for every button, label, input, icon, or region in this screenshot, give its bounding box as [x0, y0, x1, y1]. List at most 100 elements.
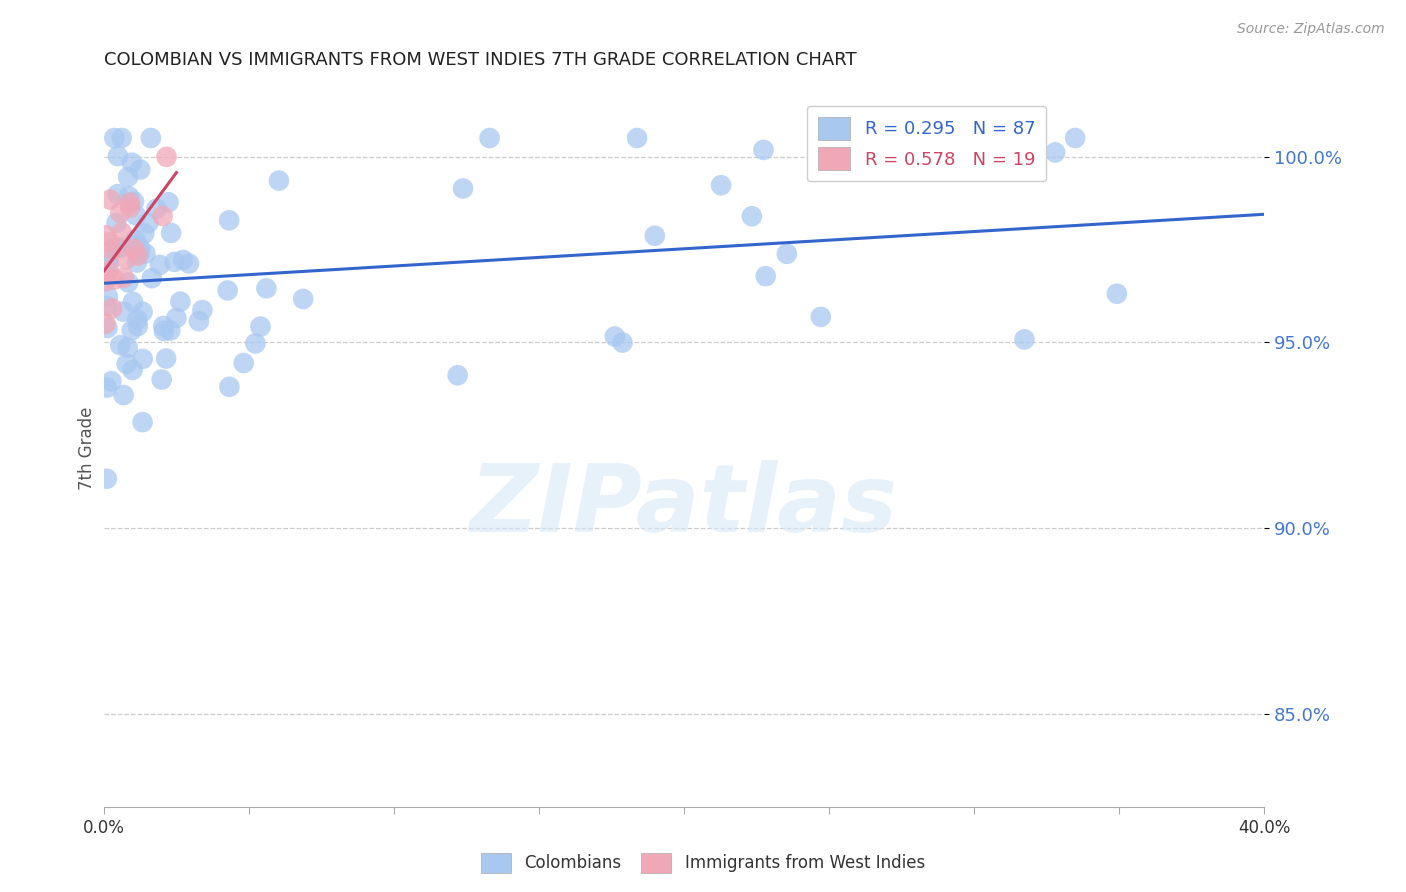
Point — [755, 269, 778, 284]
Point — [187, 314, 209, 328]
Point — [129, 162, 152, 177]
Point — [121, 363, 143, 377]
Point — [94, 317, 117, 331]
Point — [157, 195, 180, 210]
Point — [741, 209, 763, 223]
Point — [112, 388, 135, 402]
Point — [1105, 286, 1128, 301]
Y-axis label: 7th Grade: 7th Grade — [79, 407, 96, 490]
Point — [152, 318, 174, 333]
Point — [118, 189, 141, 203]
Point — [292, 292, 315, 306]
Point — [752, 143, 775, 157]
Point — [117, 276, 139, 290]
Point — [98, 256, 121, 270]
Point — [136, 216, 159, 230]
Point — [254, 281, 277, 295]
Point — [105, 216, 128, 230]
Point — [603, 329, 626, 343]
Point — [245, 336, 267, 351]
Point — [98, 235, 121, 249]
Point — [149, 258, 172, 272]
Point — [134, 246, 156, 260]
Point — [810, 310, 832, 324]
Point — [112, 304, 135, 318]
Text: COLOMBIAN VS IMMIGRANTS FROM WEST INDIES 7TH GRADE CORRELATION CHART: COLOMBIAN VS IMMIGRANTS FROM WEST INDIES… — [104, 51, 856, 69]
Point — [101, 301, 124, 316]
Point — [232, 356, 254, 370]
Point — [107, 187, 129, 202]
Point — [128, 247, 150, 261]
Point — [97, 252, 120, 266]
Point — [160, 226, 183, 240]
Point — [163, 255, 186, 269]
Point — [122, 194, 145, 209]
Point — [131, 305, 153, 319]
Point — [132, 351, 155, 366]
Point — [122, 294, 145, 309]
Point — [177, 256, 200, 270]
Point — [124, 233, 146, 247]
Point — [96, 299, 118, 313]
Point — [776, 247, 799, 261]
Point — [111, 226, 134, 240]
Point — [100, 374, 122, 388]
Point — [169, 294, 191, 309]
Point — [153, 324, 176, 338]
Point — [110, 338, 132, 352]
Point — [96, 321, 118, 335]
Point — [121, 323, 143, 337]
Point — [141, 271, 163, 285]
Point — [110, 241, 132, 255]
Point — [117, 341, 139, 355]
Point — [1043, 145, 1066, 160]
Point — [110, 205, 132, 219]
Point — [104, 241, 127, 255]
Point — [478, 131, 501, 145]
Point — [94, 228, 117, 243]
Point — [145, 202, 167, 216]
Point — [451, 181, 474, 195]
Point — [217, 284, 239, 298]
Point — [172, 252, 194, 267]
Point — [103, 272, 125, 286]
Point — [134, 227, 156, 241]
Point — [155, 351, 177, 366]
Point — [150, 372, 173, 386]
Point — [129, 241, 152, 255]
Point — [159, 324, 181, 338]
Point — [115, 357, 138, 371]
Point — [96, 381, 118, 395]
Point — [125, 255, 148, 269]
Point — [121, 155, 143, 169]
Point — [131, 415, 153, 429]
Point — [139, 131, 162, 145]
Text: ZIPatlas: ZIPatlas — [470, 459, 898, 552]
Point — [165, 310, 187, 325]
Text: Source: ZipAtlas.com: Source: ZipAtlas.com — [1237, 22, 1385, 37]
Point — [1064, 131, 1087, 145]
Point — [125, 209, 148, 223]
Point — [100, 243, 122, 257]
Point — [218, 213, 240, 227]
Point — [127, 312, 149, 326]
Point — [446, 368, 468, 383]
Point — [626, 131, 648, 145]
Point — [644, 228, 666, 243]
Point — [1014, 332, 1036, 346]
Point — [111, 131, 134, 145]
Point — [127, 249, 149, 263]
Point — [94, 274, 117, 288]
Point — [112, 270, 135, 285]
Point — [249, 319, 271, 334]
Point — [122, 242, 145, 256]
Legend: Colombians, Immigrants from West Indies: Colombians, Immigrants from West Indies — [474, 847, 932, 880]
Point — [97, 263, 120, 277]
Legend: R = 0.295   N = 87, R = 0.578   N = 19: R = 0.295 N = 87, R = 0.578 N = 19 — [807, 106, 1046, 181]
Point — [191, 303, 214, 318]
Point — [115, 252, 138, 266]
Point — [267, 174, 290, 188]
Point — [103, 131, 125, 145]
Point — [98, 193, 121, 207]
Point — [117, 169, 139, 184]
